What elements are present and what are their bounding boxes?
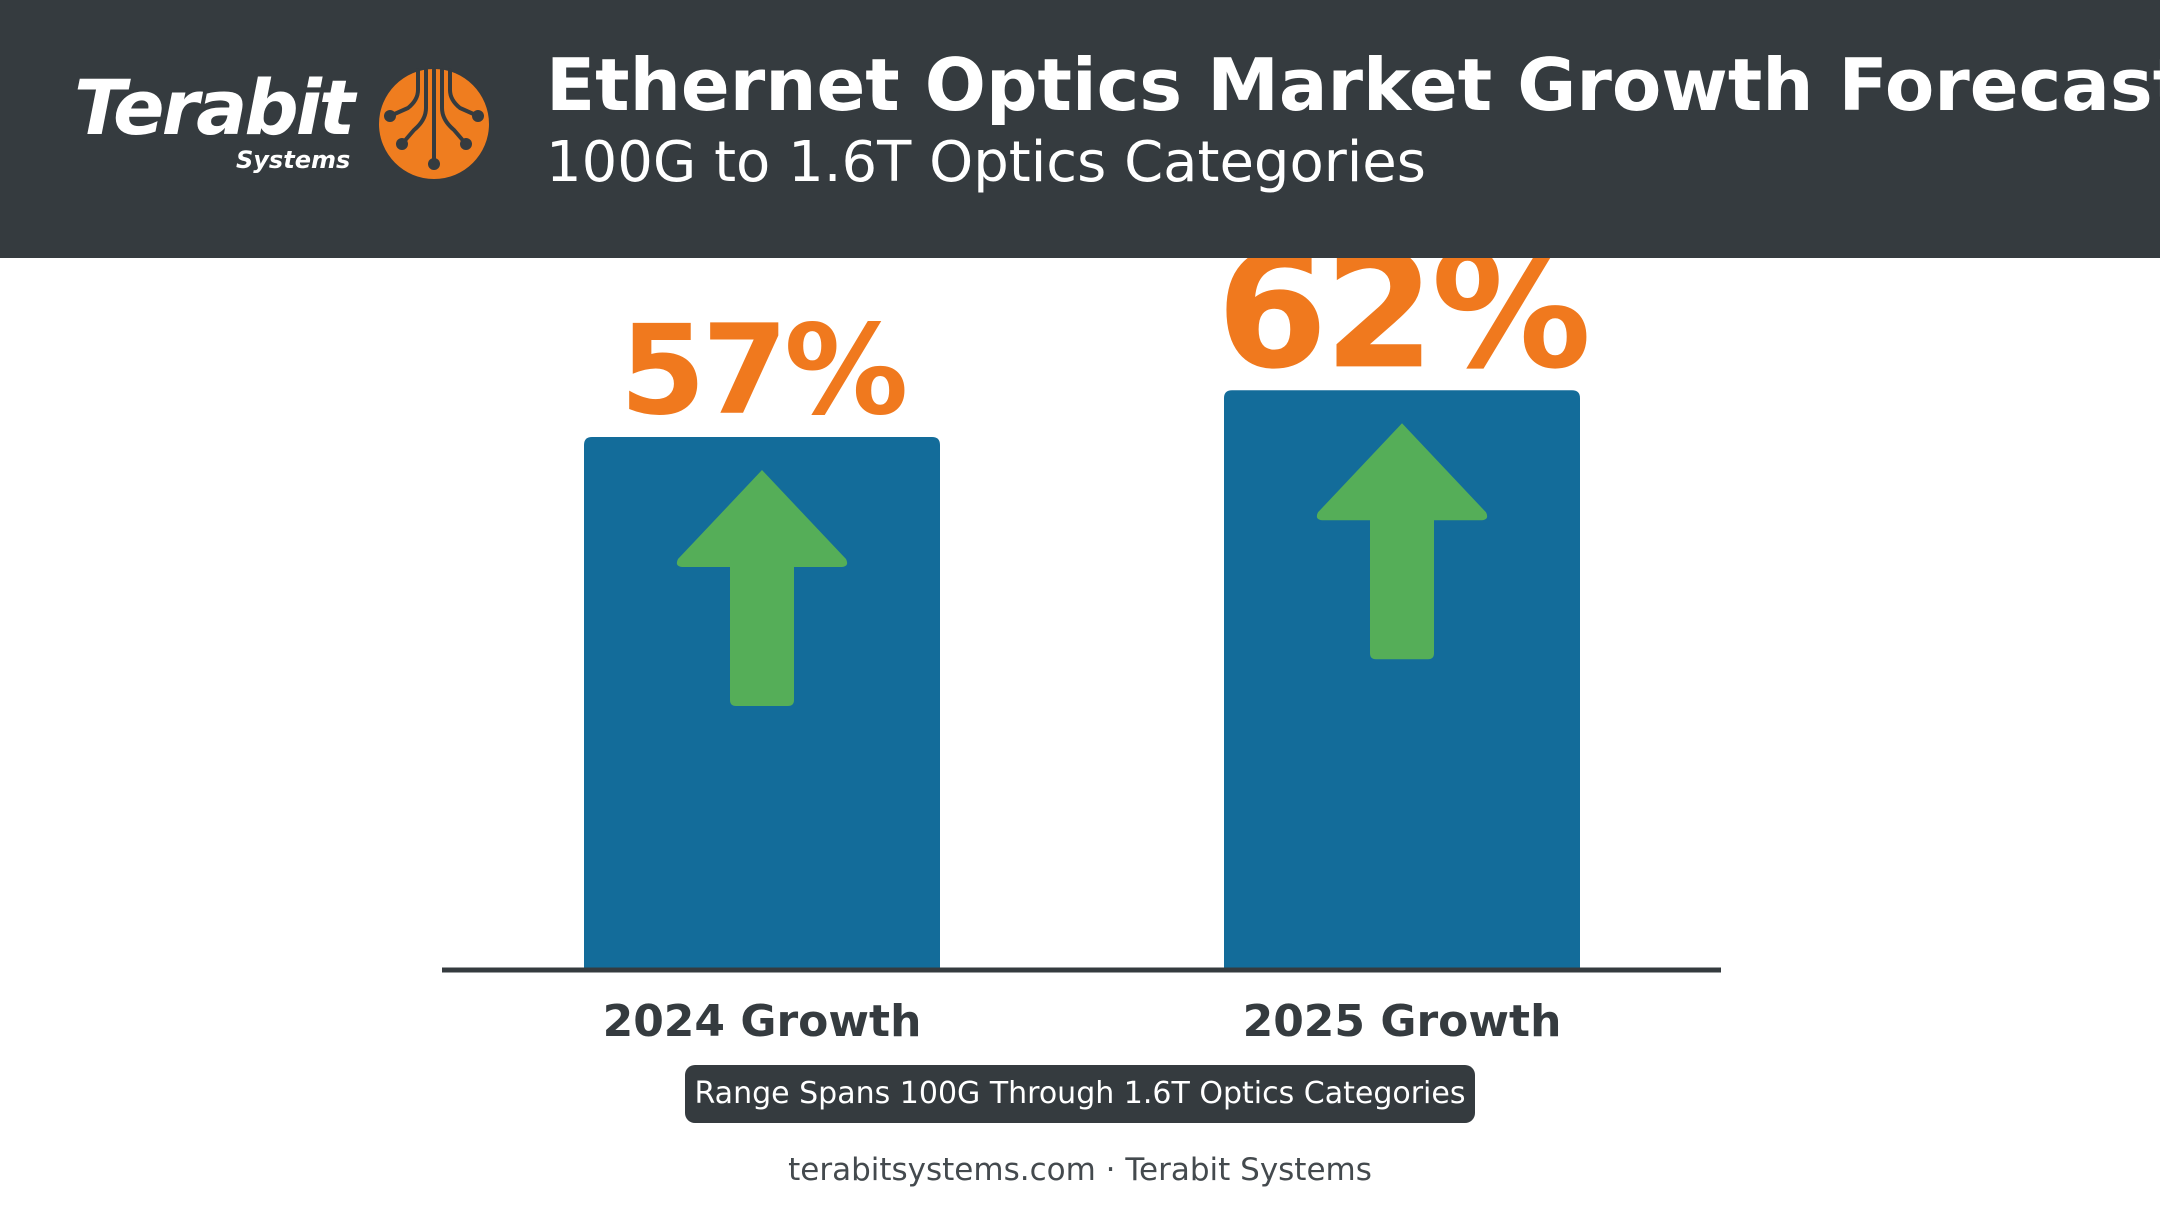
value-label: 57% xyxy=(620,299,906,443)
category-label: 2025 Growth xyxy=(1243,996,1562,1047)
logo-wordmark: Terabit xyxy=(74,63,355,152)
category-label: 2024 Growth xyxy=(603,996,922,1047)
page-title: Ethernet Optics Market Growth Forecast xyxy=(546,43,2160,127)
up-arrow-icon xyxy=(676,470,848,707)
footer-credit: terabitsystems.com · Terabit Systems xyxy=(788,1152,1372,1188)
page-subtitle: 100G to 1.6T Optics Categories xyxy=(546,130,1426,195)
up-arrow-icon xyxy=(1316,423,1488,660)
value-label: 62% xyxy=(1217,258,1588,404)
range-note-badge: Range Spans 100G Through 1.6T Optics Cat… xyxy=(685,1065,1475,1123)
logo-subtext: Systems xyxy=(236,146,351,174)
bar-2025-growth xyxy=(1224,390,1580,970)
circuit-fiber-icon xyxy=(379,68,489,179)
header-banner: Terabit Systems Ethernet Optics Market G… xyxy=(0,0,2160,258)
company-logo: Terabit Systems xyxy=(70,62,500,192)
growth-bar-chart: 57% 2024 Growth 62% 2025 Growth xyxy=(442,258,1721,1047)
